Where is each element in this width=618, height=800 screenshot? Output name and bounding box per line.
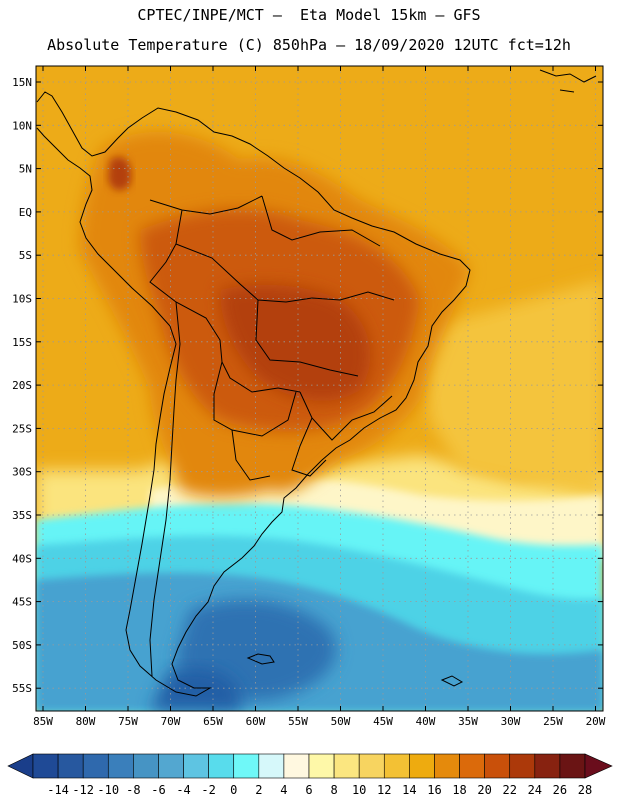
colorbar-swatch [183,753,209,779]
coastlines [36,69,597,697]
colorbar-swatch [333,753,360,779]
colorbar-swatch [383,753,410,779]
colorbar-swatch [32,753,59,779]
lon-label: 70W [161,715,181,728]
lon-label: 35W [458,715,478,728]
colorbar-swatch [308,753,335,779]
colorbar-swatch [233,753,260,779]
country-borders [149,195,395,677]
graticule [36,66,603,711]
map-title: CPTEC/INPE/MCT – Eta Model 15km – GFS [137,6,481,24]
lon-label: 50W [331,715,351,728]
colorbar-label: 4 [280,783,287,797]
colorbar-label: -4 [176,783,190,797]
colorbar-label: -2 [201,783,215,797]
colorbar-label: -14 [47,783,69,797]
axis-ticks [36,66,603,711]
colorbar-swatch [258,753,285,779]
mid-yellow-zone [420,280,603,500]
colorbar-swatch [358,753,385,779]
lat-label: 15S [12,336,32,349]
lon-label: 60W [246,715,266,728]
colorbar-swatch [283,753,310,779]
lat-label: 25S [12,422,32,435]
colorbar-label: -6 [151,783,165,797]
colorbar-label: 24 [528,783,542,797]
lat-label: 30S [12,466,32,479]
colorbar-label: 2 [255,783,262,797]
temperature-field [36,66,603,711]
lon-label: 40W [416,715,436,728]
lat-label: 40S [12,552,32,565]
lat-label: 45S [12,596,32,609]
colorbar-label: 14 [402,783,416,797]
colorbar-swatch [509,753,536,779]
lon-label: 45W [373,715,393,728]
colorbar-swatch [534,753,561,779]
lon-label: 55W [288,715,308,728]
colorbar-swatch [559,753,586,779]
cold-core-south [150,667,242,711]
colorbar-swatch [107,753,134,779]
colorbar-swatch [133,753,159,779]
colorbar-label: 12 [377,783,391,797]
colorbar-swatch [434,753,460,779]
colorbar: -14 -12 -10 -8 -6 -4 -2 0 2 4 6 8 10 12 14 16 18 20 22 24 26… [7,753,613,797]
lat-label: 5S [19,249,32,262]
colorbar-low-arrow [7,753,34,779]
colorbar-label: -8 [126,783,140,797]
lat-label: 50S [12,639,32,652]
map-subtitle: Absolute Temperature (C) 850hPa – 18/09/… [47,36,571,54]
longitude-labels: 85W 80W 75W 70W 65W 60W 55W 50W 45W 40W 35W 30W 25W 2… [33,715,606,728]
colorbar-label: 26 [553,783,567,797]
lon-label: 80W [76,715,96,728]
colorbar-swatch [409,753,435,779]
map-frame [35,65,604,712]
colorbar-high-arrow [584,753,613,779]
colorbar-swatch [208,753,235,779]
lon-label: 85W [33,715,53,728]
colorbar-label: 20 [477,783,491,797]
lat-label: 5N [19,163,32,176]
colorbar-swatch [57,753,84,779]
colorbar-label: -12 [72,783,94,797]
colorbar-label: 28 [578,783,592,797]
colorbar-label: -10 [97,783,119,797]
colorbar-swatch [158,753,184,779]
lat-label: 20S [12,379,32,392]
latitude-labels: 15N 10N 5N EQ 5S 10S 15S 20S 25S 30S 35S 40S 45S 50S 5… [12,76,32,695]
lat-label: 10S [12,293,32,306]
colorbar-label: 6 [305,783,312,797]
lat-label: 10N [12,119,32,132]
colombia-hot-spot [108,156,132,191]
lon-label: 75W [118,715,138,728]
colorbar-label: 0 [230,783,237,797]
colorbar-label: 16 [427,783,441,797]
lon-label: 65W [203,715,223,728]
falkland-islands [246,653,275,665]
lon-label: 20W [586,715,606,728]
lon-label: 25W [543,715,563,728]
colorbar-label: 18 [452,783,466,797]
colorbar-label: 8 [330,783,337,797]
south-georgia [440,675,464,687]
caribbean-islands [539,69,597,93]
lat-label: EQ [19,206,32,219]
lat-label: 15N [12,76,32,89]
colorbar-label: 10 [352,783,366,797]
colorbar-swatch [459,753,485,779]
lon-label: 30W [501,715,521,728]
south-america-outline [36,91,471,697]
lat-label: 55S [12,682,32,695]
lat-label: 35S [12,509,32,522]
colorbar-label: 22 [503,783,517,797]
colorbar-swatch [484,753,511,779]
colorbar-swatch [82,753,109,779]
